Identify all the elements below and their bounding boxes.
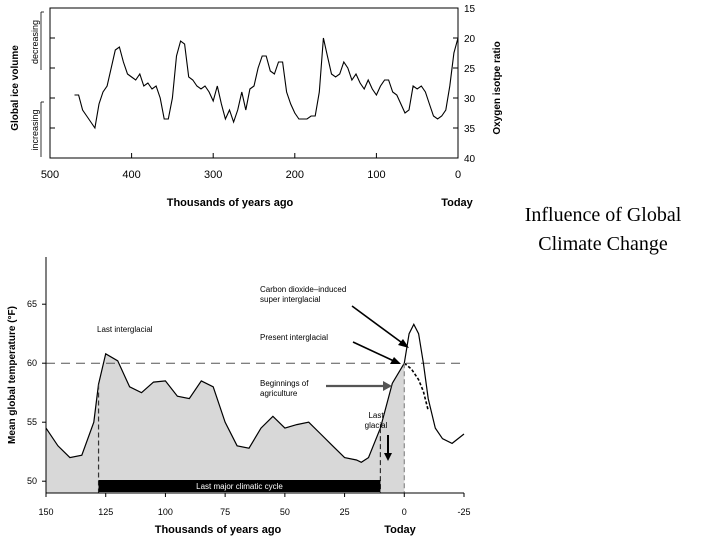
super-interglacial-arrowhead — [398, 339, 409, 348]
bottom-x-ticks: 150 125 100 75 50 25 0 -25 — [38, 493, 471, 517]
temperature-chart: Last major climatic cycle 150 125 100 75 50 2… — [7, 257, 471, 536]
top-plot-frame — [49, 7, 459, 159]
agriculture-annotation-line1: Beginnings of — [260, 379, 309, 388]
bottom-y-tick-label: 55 — [27, 417, 37, 427]
present-interglacial-arrow — [352, 341, 397, 363]
top-y-tick-label: 15 — [464, 4, 476, 15]
bottom-x-tick-label: 0 — [402, 507, 407, 517]
bottom-y-tick-label: 65 — [27, 299, 37, 309]
last-climatic-cycle-bar — [98, 480, 381, 492]
bottom-x-label: Thousands of years ago — [155, 524, 282, 536]
top-y-tick-label: 40 — [464, 154, 476, 165]
last-interglacial-annotation: Last interglacial — [97, 325, 153, 334]
top-x-ticks: 500 400 300 200 100 0 — [41, 153, 461, 181]
super-interglacial-annotation-line2: super interglacial — [260, 295, 321, 304]
last-glacial-annotation-line2: glacial — [365, 421, 388, 430]
present-interglacial-arrowhead — [390, 357, 401, 364]
top-x-tick-label: 0 — [455, 169, 461, 181]
bottom-x-today-label: Today — [384, 524, 416, 536]
last-climatic-cycle-label: Last major climatic cycle — [196, 482, 283, 491]
top-left-y-label: Global ice volume — [10, 45, 21, 131]
top-x-tick-label: 300 — [204, 169, 222, 181]
bottom-x-tick-label: 100 — [158, 507, 173, 517]
bottom-x-tick-label: 150 — [38, 507, 53, 517]
bottom-x-tick-label: 75 — [220, 507, 230, 517]
bottom-x-tick-label: 25 — [340, 507, 350, 517]
last-glacial-arrowhead — [384, 453, 392, 461]
agriculture-arrowhead — [383, 381, 392, 391]
slide-caption: Influence of Global Climate Change — [492, 201, 714, 259]
top-y-tick-label: 20 — [464, 34, 476, 45]
temperature-series-line — [45, 352, 405, 463]
bottom-x-tick-label: 125 — [98, 507, 113, 517]
bottom-y-label: Mean global temperature (°F) — [7, 306, 18, 444]
super-interglacial-annotation-line1: Carbon dioxide–induced — [260, 285, 346, 294]
top-y-tick-label: 30 — [464, 94, 476, 105]
top-y-tick-label: 25 — [464, 64, 476, 75]
present-interglacial-projection-line — [403, 362, 429, 411]
bottom-y-tick-label: 60 — [27, 358, 37, 368]
top-x-tick-label: 100 — [367, 169, 385, 181]
present-interglacial-annotation: Present interglacial — [260, 333, 328, 342]
top-y-tick-label: 35 — [464, 124, 476, 135]
caption-line-2: Climate Change — [538, 233, 668, 255]
bottom-y-ticks: 50 55 60 65 — [27, 299, 46, 486]
top-x-today-label: Today — [441, 197, 473, 209]
super-interglacial-projection-line — [403, 322, 465, 445]
top-x-tick-label: 500 — [41, 169, 59, 181]
super-interglacial-arrow — [351, 305, 406, 346]
top-left-increasing-label: increasing — [30, 109, 40, 150]
last-glacial-annotation-line1: Last — [368, 411, 384, 420]
bottom-y-tick-label: 50 — [27, 476, 37, 486]
bottom-x-tick-label: 50 — [280, 507, 290, 517]
top-left-decreasing-label: decreasing — [30, 20, 40, 64]
top-x-tick-label: 200 — [286, 169, 304, 181]
caption-line-1: Influence of Global — [524, 204, 682, 226]
agriculture-annotation-line2: agriculture — [260, 389, 298, 398]
top-right-y-label: Oxygen isotpe ratio — [492, 41, 503, 134]
ice-volume-series-line — [74, 37, 459, 130]
top-x-tick-label: 400 — [122, 169, 140, 181]
top-x-label: Thousands of years ago — [167, 197, 294, 209]
ice-volume-chart: 500 400 300 200 100 0 15 20 25 30 35 40 Thousands … — [10, 4, 503, 209]
top-y-ticks: 15 20 25 30 35 40 — [50, 4, 476, 165]
bottom-x-tick-label: -25 — [457, 507, 470, 517]
